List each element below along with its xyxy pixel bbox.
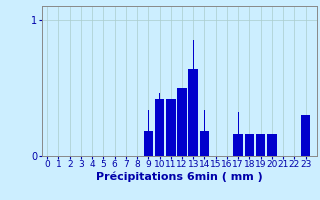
Bar [200,131,209,156]
Bar [144,131,153,156]
Bar [166,99,176,156]
Bar [148,110,149,156]
Bar [170,110,171,156]
Bar [188,69,198,156]
Bar [159,93,160,156]
Bar [177,88,187,156]
Bar [244,134,254,156]
Bar [233,134,243,156]
Bar [238,112,239,156]
Bar [301,115,310,156]
Bar [193,40,194,156]
Bar [155,99,164,156]
Bar [267,134,277,156]
Bar [204,110,205,156]
X-axis label: Précipitations 6min ( mm ): Précipitations 6min ( mm ) [96,172,263,182]
Bar [256,134,265,156]
